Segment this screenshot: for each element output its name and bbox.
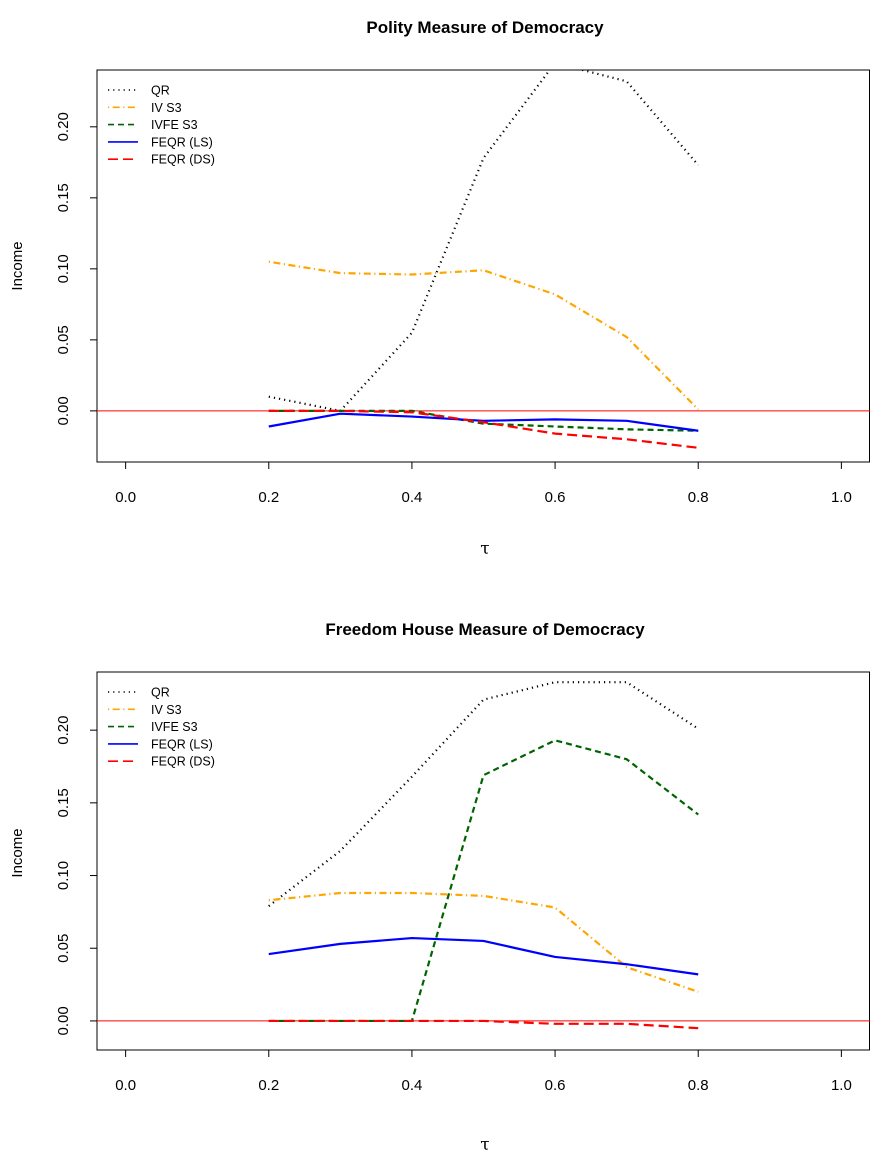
legend-label: IV S3 bbox=[151, 101, 182, 115]
plot-area: 0.0 0.2 0.4 0.6 0.8 1.0 0.00 0.05 0.10 0.15 0.20 QR… bbox=[55, 69, 870, 506]
y-tick-label: 0.10 bbox=[55, 254, 72, 283]
series-line-feqr-ds bbox=[268, 409, 699, 449]
series-line-feqr-ls bbox=[268, 412, 699, 432]
legend: QR IV S3 IVFE S3 FEQR (LS) FEQR (DS) bbox=[108, 686, 215, 769]
x-tick-label: 0.0 bbox=[115, 489, 136, 506]
series-group bbox=[268, 70, 700, 449]
x-tick-label: 0.4 bbox=[401, 1077, 422, 1094]
x-tick-label: 0.4 bbox=[401, 489, 422, 506]
series-line-ivfe-s3 bbox=[268, 409, 699, 432]
x-tick-label: 0.6 bbox=[545, 1077, 566, 1094]
x-tick-label: 0.8 bbox=[688, 1077, 709, 1094]
legend-label: FEQR (DS) bbox=[151, 153, 215, 167]
plot-area: 0.0 0.2 0.4 0.6 0.8 1.0 0.00 0.05 0.10 0.15 0.20 QR… bbox=[55, 671, 870, 1094]
legend: QR IV S3 IVFE S3 FEQR (LS) FEQR (DS) bbox=[108, 84, 215, 167]
legend-label: FEQR (LS) bbox=[151, 737, 213, 751]
chart-panel-freedom-house: Freedom House Measure of Democracy Incom… bbox=[9, 620, 870, 1155]
x-tick-label: 0.2 bbox=[258, 489, 279, 506]
x-tick-label: 0.6 bbox=[545, 489, 566, 506]
chart-title: Polity Measure of Democracy bbox=[366, 18, 604, 37]
series-line-feqr-ds bbox=[268, 1019, 699, 1030]
x-tick-label: 0.8 bbox=[688, 489, 709, 506]
y-tick-label: 0.00 bbox=[55, 396, 72, 425]
legend-label: IV S3 bbox=[151, 703, 182, 717]
x-tick-label: 1.0 bbox=[831, 1077, 852, 1094]
y-axis-label: Income bbox=[9, 241, 26, 290]
chart-title: Freedom House Measure of Democracy bbox=[325, 620, 645, 639]
x-tick-label: 0.0 bbox=[115, 1077, 136, 1094]
x-axis-label: τ bbox=[480, 1135, 489, 1155]
y-tick-label: 0.10 bbox=[55, 861, 72, 890]
series-line-qr bbox=[268, 681, 699, 907]
series-line-qr bbox=[268, 70, 700, 412]
legend-label: FEQR (LS) bbox=[151, 135, 213, 149]
y-axis-label: Income bbox=[9, 828, 26, 877]
legend-label: IVFE S3 bbox=[151, 118, 198, 132]
x-tick-label: 0.2 bbox=[258, 1077, 279, 1094]
x-tick-label: 1.0 bbox=[831, 489, 852, 506]
y-tick-label: 0.20 bbox=[55, 112, 72, 141]
y-tick-label: 0.15 bbox=[55, 788, 72, 817]
chart-panel-polity: Polity Measure of Democracy Income τ 0.0… bbox=[9, 18, 870, 559]
series-line-ivfe-s3 bbox=[268, 739, 699, 1023]
y-tick-label: 0.15 bbox=[55, 183, 72, 212]
plot-frame bbox=[96, 69, 870, 463]
legend-label: FEQR (DS) bbox=[151, 755, 215, 769]
legend-label: IVFE S3 bbox=[151, 720, 198, 734]
y-tick-label: 0.20 bbox=[55, 716, 72, 745]
series-line-iv-s3 bbox=[268, 260, 700, 411]
legend-label: QR bbox=[151, 686, 170, 700]
y-tick-label: 0.00 bbox=[55, 1006, 72, 1035]
series-line-iv-s3 bbox=[268, 891, 699, 993]
plot-frame bbox=[96, 671, 870, 1051]
y-tick-label: 0.05 bbox=[55, 325, 72, 354]
series-line-feqr-ls bbox=[268, 936, 699, 976]
y-tick-label: 0.05 bbox=[55, 934, 72, 963]
legend-label: QR bbox=[151, 84, 170, 98]
series-group bbox=[268, 681, 699, 1030]
x-axis-label: τ bbox=[480, 539, 489, 559]
